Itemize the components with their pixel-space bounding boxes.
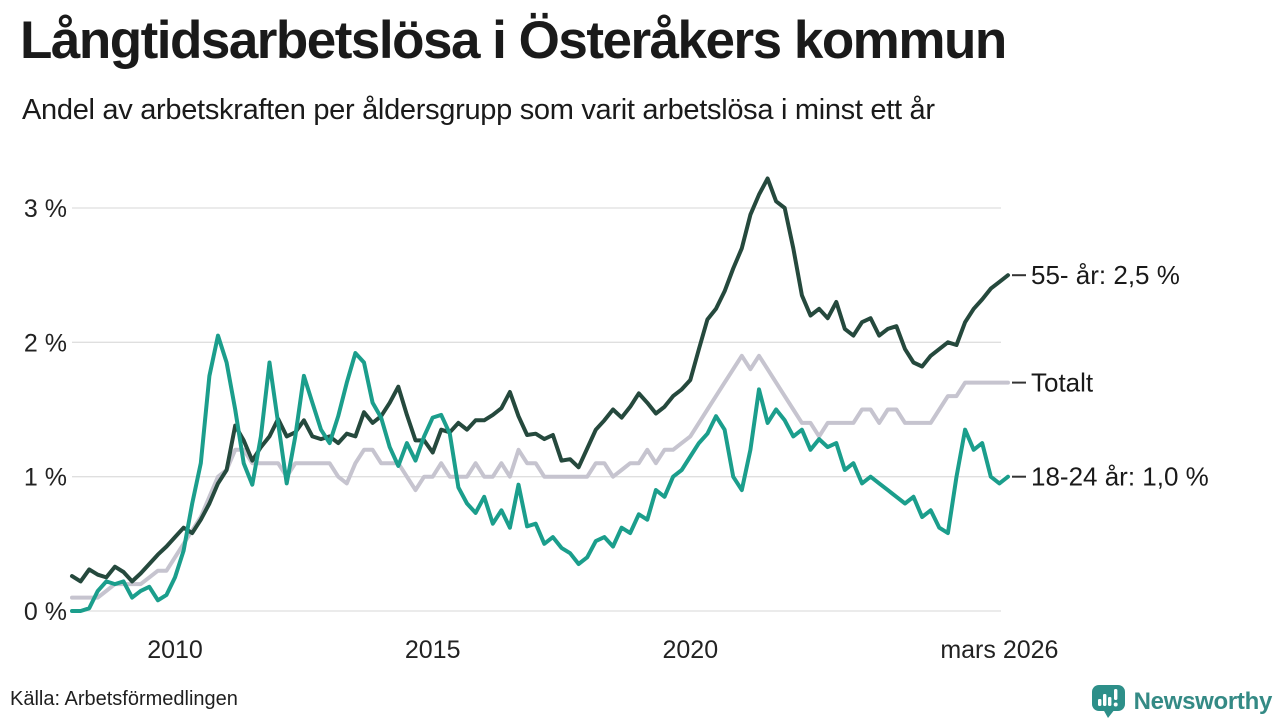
y-tick-label: 1 % (24, 464, 67, 492)
page-title: Långtidsarbetslösa i Österåkers kommun (20, 11, 1007, 70)
newsworthy-logo: Newsworthy (1091, 685, 1272, 718)
y-tick-label: 3 % (24, 195, 67, 223)
x-tick-label: mars 2026 (940, 636, 1058, 664)
newsworthy-bubble-icon (1091, 685, 1125, 718)
y-tick-label: 0 % (24, 598, 67, 626)
source-note: Källa: Arbetsförmedlingen (10, 688, 238, 710)
line-chart: 0 % 1 % 2 % 3 % 2010 2015 2020 mars 2026 Totalt 5… (24, 176, 1209, 664)
newsworthy-wordmark: Newsworthy (1133, 687, 1273, 715)
x-tick-label: 2015 (405, 636, 461, 664)
y-tick-label: 2 % (24, 329, 67, 357)
annotation-label: Totalt (1031, 368, 1094, 398)
x-tick-label: 2020 (662, 636, 718, 664)
series-line-18-24-r (70, 333, 1010, 613)
annotation-label: 55- år: 2,5 % (1031, 260, 1180, 290)
x-tick-label: 2010 (147, 636, 203, 664)
series-line-55-r (70, 176, 1010, 584)
page-subtitle: Andel av arbetskraften per åldersgrupp s… (22, 94, 935, 126)
annotation-label: 18-24 år: 1,0 % (1031, 462, 1209, 492)
